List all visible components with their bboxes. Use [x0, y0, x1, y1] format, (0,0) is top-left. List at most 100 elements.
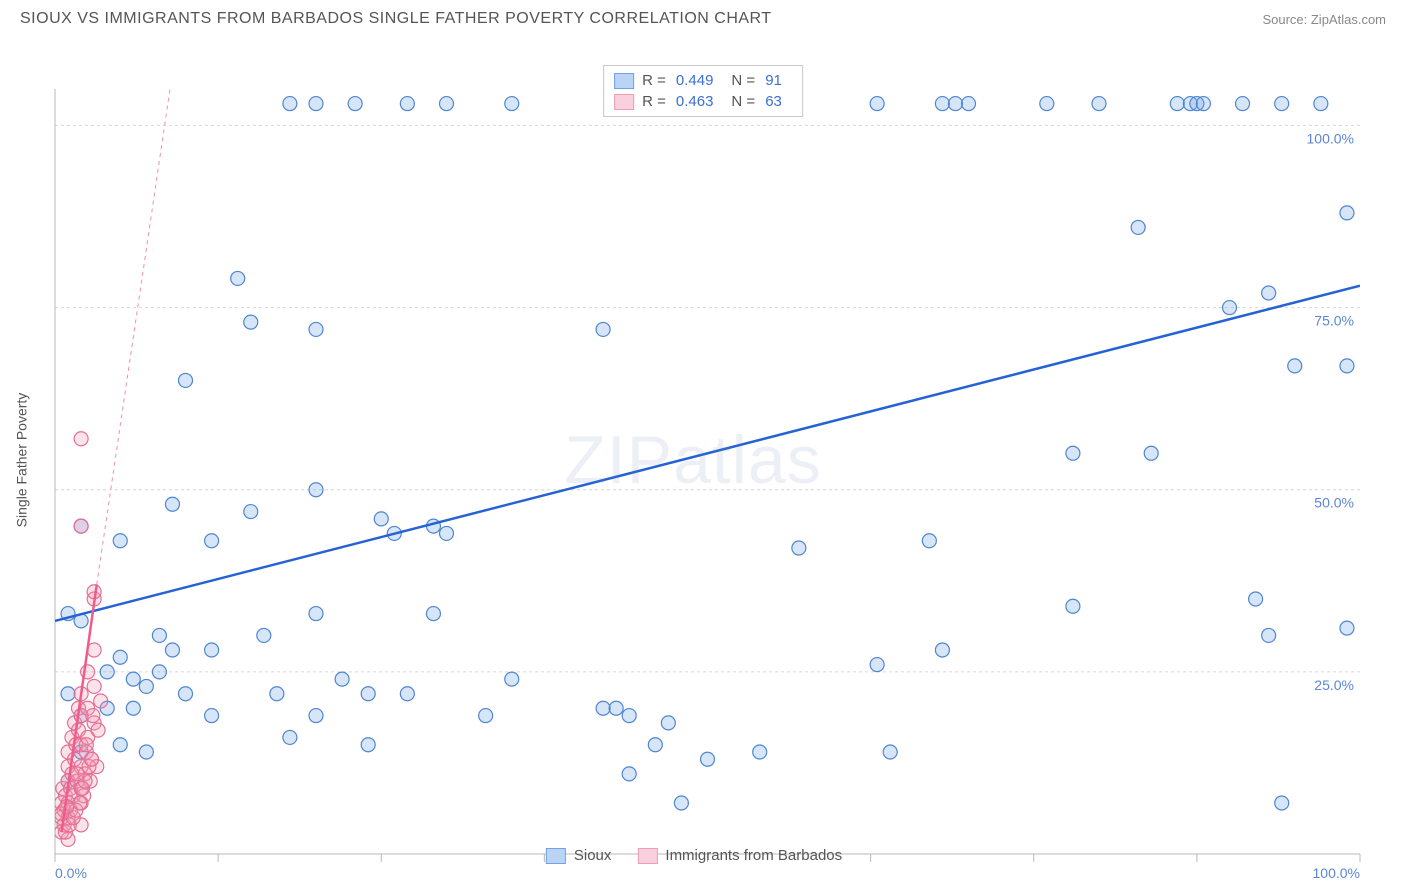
legend-n-label: N = — [731, 72, 755, 89]
data-point — [1262, 286, 1276, 300]
data-point — [479, 709, 493, 723]
data-point — [426, 607, 440, 621]
data-point — [113, 650, 127, 664]
data-point — [283, 97, 297, 111]
data-point — [1040, 97, 1054, 111]
data-point — [1066, 446, 1080, 460]
data-point — [87, 679, 101, 693]
data-point — [1275, 97, 1289, 111]
data-point — [70, 767, 84, 781]
y-axis-label: Single Father Poverty — [13, 393, 29, 528]
data-point — [179, 687, 193, 701]
legend-row: R =0.463N =63 — [614, 91, 792, 112]
chart-container: Single Father Poverty 25.0% 50.0% 75.0% 100… — [0, 34, 1386, 886]
data-point — [74, 519, 88, 533]
data-point — [1340, 206, 1354, 220]
data-point — [1288, 359, 1302, 373]
legend-r-label: R = — [642, 72, 666, 89]
data-point — [609, 701, 623, 715]
data-point — [73, 796, 87, 810]
data-point — [309, 709, 323, 723]
data-point — [935, 643, 949, 657]
chart-title: SIOUX VS IMMIGRANTS FROM BARBADOS SINGLE… — [20, 10, 772, 28]
data-point — [205, 534, 219, 548]
data-point — [1131, 220, 1145, 234]
data-point — [661, 716, 675, 730]
data-point — [205, 643, 219, 657]
data-point — [674, 796, 688, 810]
svg-text:0.0%: 0.0% — [55, 865, 87, 881]
data-point — [1249, 592, 1263, 606]
data-point — [596, 322, 610, 336]
data-point — [440, 526, 454, 540]
data-point — [91, 723, 105, 737]
data-point — [1092, 97, 1106, 111]
legend-label: Immigrants from Barbados — [665, 847, 842, 864]
data-point — [1236, 97, 1250, 111]
data-point — [1262, 628, 1276, 642]
series-legend: SiouxImmigrants from Barbados — [546, 847, 860, 864]
legend-n-value: 91 — [765, 72, 782, 89]
legend-swatch — [546, 848, 566, 864]
data-point — [792, 541, 806, 555]
data-point — [648, 738, 662, 752]
data-point — [596, 701, 610, 715]
data-point — [139, 745, 153, 759]
data-point — [205, 709, 219, 723]
data-point — [309, 483, 323, 497]
data-point — [61, 687, 75, 701]
legend-row: R = 0.449 N = 91 — [614, 70, 792, 91]
data-point — [348, 97, 362, 111]
svg-text:75.0%: 75.0% — [1314, 313, 1354, 329]
scatter-plot-svg: 25.0%50.0%75.0%100.0%0.0%100.0% — [0, 34, 1406, 886]
correlation-legend: R =0.449N =91R =0.463N =63 — [603, 65, 803, 117]
data-point — [870, 658, 884, 672]
data-point — [152, 665, 166, 679]
data-point — [870, 97, 884, 111]
source-attribution: Source: ZipAtlas.com — [1262, 12, 1386, 27]
data-point — [935, 97, 949, 111]
data-point — [113, 534, 127, 548]
data-point — [94, 694, 108, 708]
data-point — [257, 628, 271, 642]
legend-r-value: 0.463 — [676, 93, 714, 110]
data-point — [79, 738, 93, 752]
data-point — [922, 534, 936, 548]
legend-swatch — [614, 94, 634, 110]
svg-text:50.0%: 50.0% — [1314, 495, 1354, 511]
data-point — [883, 745, 897, 759]
svg-text:100.0%: 100.0% — [1313, 865, 1360, 881]
legend-swatch — [637, 848, 657, 864]
data-point — [1314, 97, 1328, 111]
data-point — [1144, 446, 1158, 460]
data-point — [231, 271, 245, 285]
svg-text:25.0%: 25.0% — [1314, 677, 1354, 693]
data-point — [100, 665, 114, 679]
data-point — [1223, 301, 1237, 315]
legend-r-label: R = — [642, 93, 666, 110]
data-point — [361, 687, 375, 701]
data-point — [374, 512, 388, 526]
data-point — [152, 628, 166, 642]
header: SIOUX VS IMMIGRANTS FROM BARBADOS SINGLE… — [0, 0, 1406, 34]
legend-n-value: 63 — [765, 93, 782, 110]
data-point — [283, 730, 297, 744]
data-point — [139, 679, 153, 693]
data-point — [1170, 97, 1184, 111]
data-point — [85, 752, 99, 766]
data-point — [400, 687, 414, 701]
legend-r-value: 0.449 — [676, 72, 714, 89]
data-point — [309, 97, 323, 111]
data-point — [335, 672, 349, 686]
data-point — [309, 607, 323, 621]
data-point — [753, 745, 767, 759]
data-point — [1340, 621, 1354, 635]
data-point — [126, 701, 140, 715]
data-point — [179, 373, 193, 387]
data-point — [361, 738, 375, 752]
data-point — [126, 672, 140, 686]
data-point — [505, 672, 519, 686]
data-point — [1340, 359, 1354, 373]
data-point — [1066, 599, 1080, 613]
data-point — [86, 709, 100, 723]
